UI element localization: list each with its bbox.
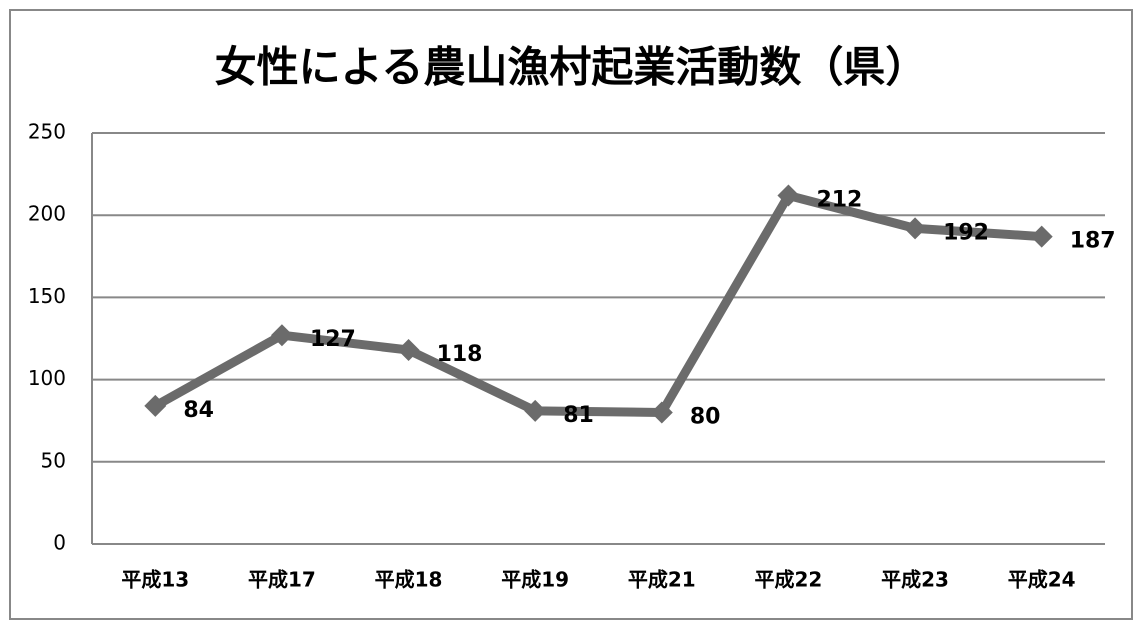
chart-title: 女性による農山漁村起業活動数（県） [215, 43, 928, 92]
data-label: 192 [943, 220, 989, 245]
y-tick-label: 50 [41, 448, 66, 472]
x-tick-label: 平成17 [248, 568, 316, 592]
data-label: 81 [563, 403, 594, 428]
data-marker [144, 394, 167, 417]
x-tick-label: 平成23 [881, 568, 949, 592]
data-marker [650, 401, 673, 424]
data-marker [904, 217, 927, 240]
chart-border [9, 9, 1133, 620]
data-label: 84 [183, 398, 214, 423]
x-tick-label: 平成24 [1008, 568, 1076, 592]
data-line [153, 190, 1042, 417]
x-tick-label: 平成13 [121, 568, 189, 592]
data-marker [524, 399, 547, 422]
x-tick-label: 平成19 [501, 568, 569, 592]
x-tick-label: 平成18 [375, 568, 443, 592]
data-marker [270, 324, 293, 347]
data-label: 127 [310, 327, 356, 352]
y-tick-label: 150 [28, 284, 66, 308]
y-tick-label: 0 [53, 531, 66, 555]
data-label: 187 [1070, 229, 1116, 254]
y-tick-label: 250 [28, 120, 66, 144]
data-marker [397, 339, 420, 362]
x-tick-label: 平成22 [755, 568, 823, 592]
y-tick-label: 200 [28, 202, 66, 226]
data-marker [1030, 225, 1053, 248]
data-label: 118 [437, 342, 483, 367]
x-tick-label: 平成21 [628, 568, 696, 592]
data-label: 80 [690, 404, 721, 429]
y-tick-label: 100 [28, 366, 66, 390]
data-label: 212 [816, 187, 862, 212]
data-marker [777, 184, 800, 207]
